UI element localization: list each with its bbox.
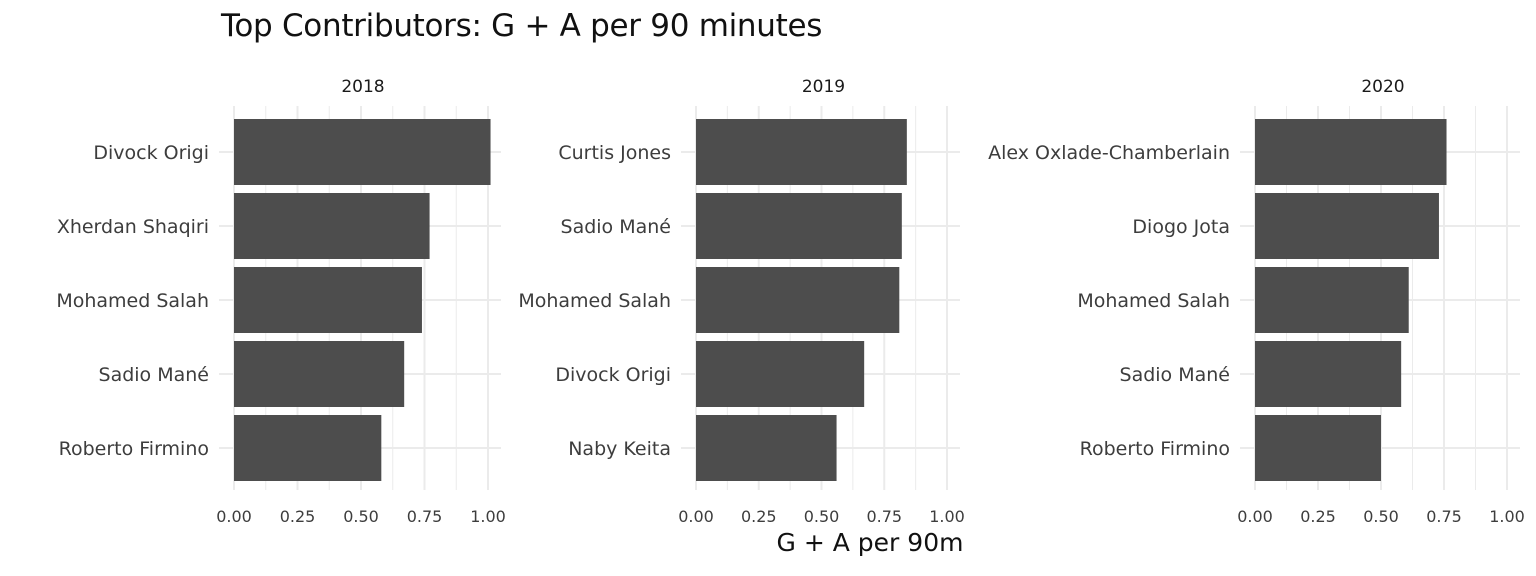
x-axis-label: G + A per 90m xyxy=(776,528,964,557)
category-label: Naby Keita xyxy=(568,438,671,460)
category-label: Xherdan Shaqiri xyxy=(57,216,209,238)
category-label: Mohamed Salah xyxy=(1077,290,1230,312)
bar xyxy=(234,267,422,333)
category-label: Sadio Mané xyxy=(561,216,671,238)
x-tick-label: 0.00 xyxy=(1237,507,1273,526)
x-tick-label: 0.25 xyxy=(1300,507,1336,526)
category-label: Sadio Mané xyxy=(1120,364,1230,386)
bar xyxy=(1255,415,1381,481)
x-tick-label: 0.50 xyxy=(1363,507,1399,526)
bar xyxy=(1255,341,1402,407)
x-tick-label: 0.75 xyxy=(1426,507,1462,526)
facet-label: 2020 xyxy=(1361,77,1404,97)
x-tick-label: 0.00 xyxy=(678,507,714,526)
category-label: Roberto Firmino xyxy=(1080,438,1230,460)
category-label: Mohamed Salah xyxy=(518,290,671,312)
bar xyxy=(234,193,430,259)
x-tick-label: 0.25 xyxy=(741,507,777,526)
category-label: Curtis Jones xyxy=(558,142,671,164)
category-label: Divock Origi xyxy=(93,142,209,164)
bar xyxy=(696,119,907,185)
bar xyxy=(696,193,902,259)
category-label: Divock Origi xyxy=(555,364,671,386)
bar xyxy=(234,341,405,407)
x-tick-label: 1.00 xyxy=(470,507,506,526)
x-tick-label: 0.50 xyxy=(343,507,379,526)
bar xyxy=(234,119,491,185)
category-label: Sadio Mané xyxy=(99,364,209,386)
category-label: Diogo Jota xyxy=(1132,216,1230,238)
x-tick-label: 1.00 xyxy=(1489,507,1525,526)
bar xyxy=(696,341,865,407)
category-label: Mohamed Salah xyxy=(56,290,209,312)
bar xyxy=(1255,119,1447,185)
category-label: Roberto Firmino xyxy=(59,438,209,460)
category-label: Alex Oxlade-Chamberlain xyxy=(988,142,1230,164)
x-tick-label: 0.25 xyxy=(280,507,316,526)
x-tick-label: 1.00 xyxy=(929,507,965,526)
bar xyxy=(1255,193,1439,259)
facet-panel-2019: 2019 Curtis Jones Sadio Mané Mohamed Salah D… xyxy=(518,77,964,526)
facet-panel-2020: 2020 Alex Oxlade-Chamberlain Diogo Jota Moh… xyxy=(988,77,1525,526)
bar xyxy=(696,415,837,481)
x-tick-label: 0.50 xyxy=(804,507,840,526)
facet-panel-2018: 2018 Divock Origi Xherdan Shaqiri Mohamed S… xyxy=(56,77,505,526)
bar xyxy=(696,267,900,333)
x-tick-label: 0.00 xyxy=(216,507,252,526)
facet-label: 2019 xyxy=(802,77,845,97)
bar xyxy=(1255,267,1409,333)
facet-label: 2018 xyxy=(341,77,384,97)
bar xyxy=(234,415,382,481)
x-tick-label: 0.75 xyxy=(407,507,443,526)
x-tick-label: 0.75 xyxy=(866,507,902,526)
chart-title: Top Contributors: G + A per 90 minutes xyxy=(221,8,823,44)
